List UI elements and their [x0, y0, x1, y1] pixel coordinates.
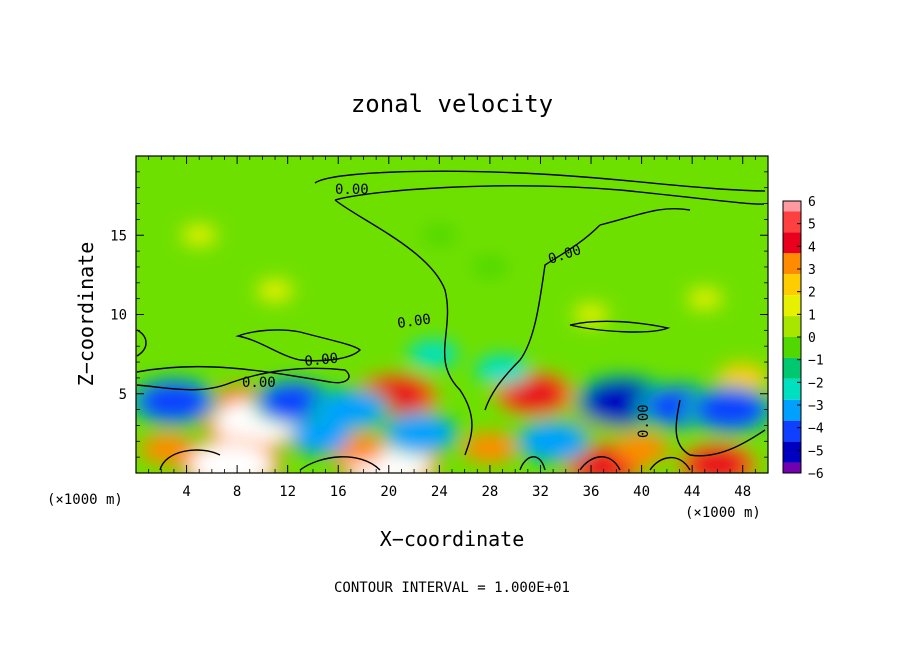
colorbar-swatch	[783, 211, 801, 233]
contour-line-left-edge	[136, 329, 147, 357]
colorbar-swatch	[783, 357, 801, 379]
field-feature	[614, 433, 670, 465]
colorbar-tick-label: −6	[808, 467, 824, 482]
x-unit-right: (×1000 m)	[685, 505, 761, 521]
colorbar-swatch	[783, 420, 801, 442]
field-feature	[181, 224, 217, 247]
x-tick-label: 12	[279, 484, 296, 500]
x-tick-label: 24	[431, 484, 448, 500]
field-feature	[462, 432, 518, 464]
contour-line-left	[235, 329, 361, 362]
colorbar-swatch	[783, 295, 801, 317]
colorbar-tick-label: 5	[808, 218, 816, 233]
y-axis: 5 10 15	[110, 171, 768, 458]
field-feature	[407, 339, 459, 369]
colorbar-tick-label: 6	[808, 195, 816, 210]
colorbar-tick-label: 4	[808, 240, 816, 255]
field-feature	[256, 279, 294, 302]
colorbar-tick-label: 0	[808, 331, 816, 346]
x-tick-label: 28	[481, 484, 498, 500]
field-feature	[388, 415, 453, 452]
chart-title: zonal velocity	[351, 90, 553, 118]
velocity-field	[136, 224, 768, 473]
field-feature	[140, 433, 196, 465]
x-tick-label: 40	[633, 484, 650, 500]
colorbar-swatch	[783, 441, 801, 463]
colorbar-tick-label: −4	[808, 422, 824, 437]
colorbar-swatch	[783, 337, 801, 358]
field-feature	[289, 421, 350, 455]
colorbar-swatch	[783, 399, 801, 421]
x-axis-label: X−coordinate	[380, 527, 525, 551]
y-tick-label: 15	[110, 228, 127, 244]
x-tick-label: 48	[734, 484, 751, 500]
contour-label: 0.00	[396, 311, 432, 332]
field-feature	[685, 447, 750, 473]
colorbar-swatch	[783, 232, 801, 254]
plot-area: 0.00 0.00 0.00 0.00 0.00 0.00	[136, 156, 768, 473]
colorbar-swatch	[783, 462, 801, 473]
contour-line-low	[136, 365, 350, 391]
x-tick-label: 32	[532, 484, 549, 500]
colorbar-swatch	[783, 316, 801, 337]
colorbar-tick-label: −1	[808, 354, 824, 369]
field-feature	[421, 224, 457, 247]
colorbar-tick-label: −3	[808, 399, 824, 414]
contour-label: 0.00	[335, 182, 369, 198]
field-feature	[475, 354, 531, 386]
x-unit-left: (×1000 m)	[47, 492, 123, 508]
x-tick-label: 44	[684, 484, 701, 500]
contour-label: 0.00	[242, 375, 276, 391]
y-tick-label: 10	[110, 308, 127, 324]
field-feature	[189, 442, 272, 473]
contour-line-right	[569, 320, 766, 457]
colorbar-tick-label: 2	[808, 286, 816, 301]
colorbar-swatch	[783, 274, 801, 296]
field-feature	[318, 391, 383, 428]
field-feature	[471, 255, 509, 279]
x-tick-label: 16	[330, 484, 347, 500]
x-tick-label: 4	[182, 484, 190, 500]
colorbar-swatch	[783, 378, 801, 400]
x-tick-label: 36	[583, 484, 600, 500]
y-tick-label: 5	[119, 387, 127, 403]
y-axis-label: Z−coordinate	[74, 242, 98, 387]
colorbar: 6 5 4 3 2 1 0 −1 −2 −3 −4 −5 −6	[782, 195, 824, 482]
field-feature	[137, 381, 211, 422]
contour-line-bottom	[159, 449, 691, 471]
colorbar-tick-label: 3	[808, 263, 816, 278]
contour-label: 0.00	[636, 404, 652, 438]
x-axis: 4 8 12 16 20 24 28 32 36 40 44 48	[148, 156, 756, 500]
colorbar-tick-label: −2	[808, 376, 824, 391]
colorbar-tick-label: −5	[808, 444, 824, 459]
contour-line-plume	[334, 185, 765, 456]
x-tick-label: 20	[380, 484, 397, 500]
field-feature	[573, 303, 609, 326]
colorbar-swatch	[783, 253, 801, 275]
contour-interval: CONTOUR INTERVAL = 1.000E+01	[334, 580, 570, 596]
zero-contours	[136, 170, 766, 471]
field-feature	[693, 389, 767, 430]
colorbar-swatch	[783, 201, 801, 212]
x-tick-label: 8	[233, 484, 241, 500]
field-feature	[521, 423, 586, 460]
field-feature	[687, 287, 723, 310]
contour-line-upper	[314, 170, 766, 192]
colorbar-tick-label: 1	[808, 308, 816, 323]
contour-label: 0.00	[304, 351, 339, 370]
field-feature	[502, 375, 567, 412]
